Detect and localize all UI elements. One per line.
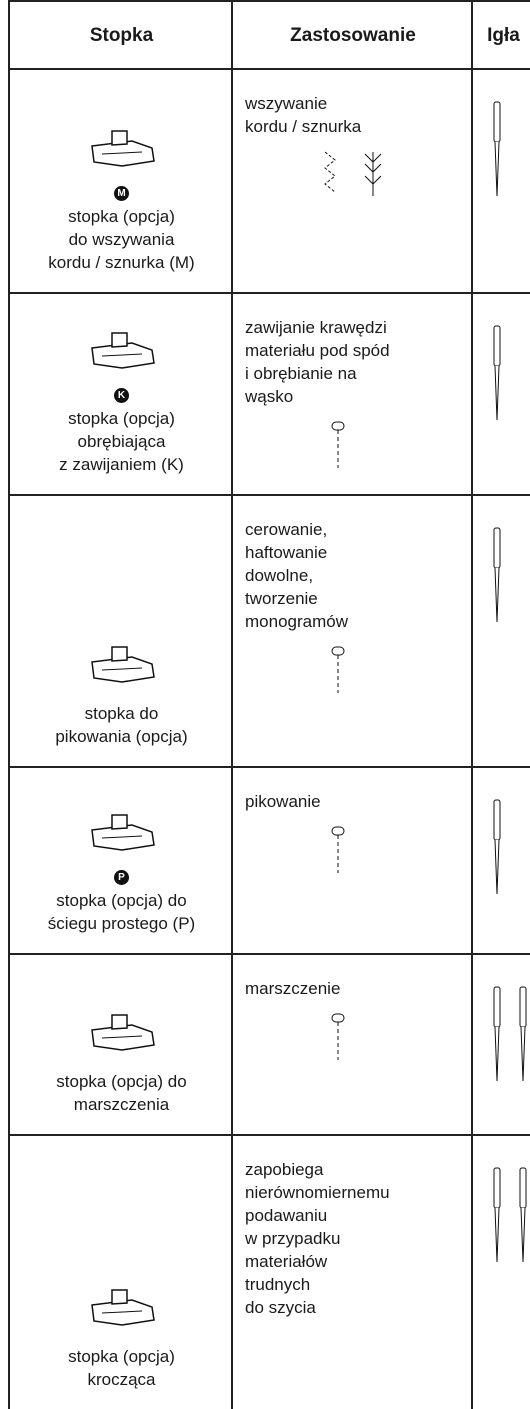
needle-cell (471, 292, 530, 496)
foot-image (82, 126, 162, 186)
use-cell: wszywanie kordu / sznurka (231, 68, 473, 294)
use-text: zawijanie krawędzi (245, 318, 387, 337)
badge: M (114, 186, 129, 201)
foot-text: kordu / sznurka (M) (48, 253, 195, 272)
foot-image (82, 1010, 162, 1070)
needle-cell (471, 766, 530, 955)
foot-text: stopka (opcja) do (56, 891, 187, 910)
use-text: w przypadku (245, 1229, 341, 1248)
foot-text: stopka (opcja) do (56, 1072, 187, 1091)
foot-image (82, 1285, 162, 1345)
badge: P (114, 870, 129, 885)
use-text: monogramów (245, 612, 348, 631)
foot-cell: stopka do pikowania (opcja) (8, 494, 233, 768)
needle-cell (471, 494, 530, 768)
use-cell: zawijanie krawędzi materiału pod spód i ob… (231, 292, 473, 496)
use-text: marszczenie (245, 979, 341, 998)
header-cell: Igła (471, 0, 530, 70)
foot-image (82, 642, 162, 702)
needle-icon (487, 526, 530, 626)
needle-icon (487, 985, 530, 1085)
use-cell: cerowanie, haftowanie dowolne, tworzenie mon… (231, 494, 473, 768)
needle-cell (471, 953, 530, 1136)
use-text: dowolne, (245, 566, 314, 585)
foot-cell: stopka (opcja) krocząca (8, 1134, 233, 1409)
foot-text: z zawijaniem (K) (59, 455, 184, 474)
needle-icon (487, 100, 530, 200)
use-text: nierównomiernemu (245, 1183, 390, 1202)
use-text: i obrębianie na (245, 364, 357, 383)
use-cell: marszczenie (231, 953, 473, 1136)
use-text: pikowanie (245, 792, 321, 811)
needle-cell (471, 1134, 530, 1409)
use-text: podawaniu (245, 1206, 328, 1225)
use-text: wszywanie (245, 94, 328, 113)
use-cell: pikowanie (231, 766, 473, 955)
foot-text: stopka do (84, 704, 159, 723)
badge: K (114, 388, 129, 403)
foot-image (82, 810, 162, 870)
use-cell: zapobiega nierównomiernemu podawaniu w przy… (231, 1134, 473, 1409)
needle-icon (487, 1166, 530, 1266)
foot-text: do wszywania (68, 230, 175, 249)
stitch-icon (323, 825, 473, 875)
foot-text: marszczenia (73, 1095, 170, 1114)
use-text: do szycia (245, 1298, 316, 1317)
needle-icon (487, 798, 530, 898)
foot-text: stopka (opcja) (68, 409, 175, 428)
stitch-icon (323, 420, 473, 470)
use-text: tworzenie (245, 589, 318, 608)
use-text: materiałów (245, 1252, 328, 1271)
foot-image (82, 328, 162, 388)
needle-icon (487, 324, 530, 424)
use-text: cerowanie, (245, 520, 328, 539)
use-text: kordu / sznurka (245, 117, 362, 136)
use-text: wąsko (245, 387, 294, 406)
header-cell: Zastosowanie (231, 0, 473, 70)
foot-text: stopka (opcja) (68, 1347, 175, 1366)
foot-text: stopka (opcja) (68, 207, 175, 226)
foot-text: obrębiająca (77, 432, 166, 451)
foot-text: ściegu prostego (P) (47, 914, 196, 933)
stitch-icon (323, 1012, 473, 1062)
foot-text: pikowania (opcja) (55, 727, 188, 746)
use-text: zapobiega (245, 1160, 324, 1179)
use-text: materiału pod spód (245, 341, 390, 360)
stitch-icon (323, 645, 473, 695)
header-cell: Stopka (8, 0, 233, 70)
foot-cell: stopka (opcja) do marszczenia (8, 953, 233, 1136)
foot-text: krocząca (87, 1370, 156, 1389)
needle-cell (471, 68, 530, 294)
use-text: haftowanie (245, 543, 328, 562)
stitch-icon (305, 150, 473, 200)
use-text: trudnych (245, 1275, 311, 1294)
